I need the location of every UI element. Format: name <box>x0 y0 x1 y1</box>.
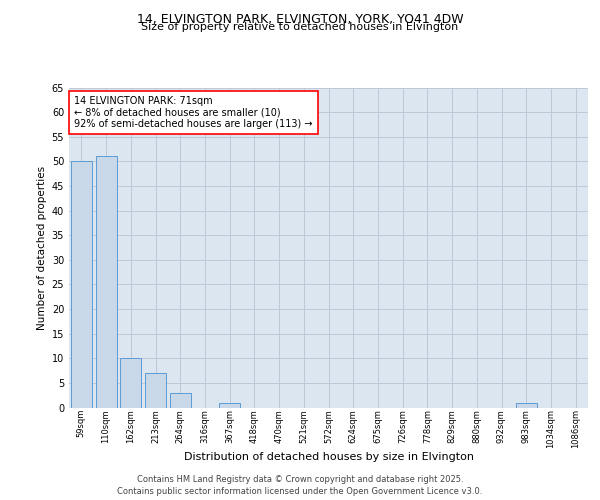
Bar <box>95 156 116 408</box>
Bar <box>120 358 141 408</box>
Text: Contains HM Land Registry data © Crown copyright and database right 2025.
Contai: Contains HM Land Registry data © Crown c… <box>118 475 482 496</box>
X-axis label: Distribution of detached houses by size in Elvington: Distribution of detached houses by size … <box>184 452 473 462</box>
Bar <box>219 402 240 407</box>
Text: 14 ELVINGTON PARK: 71sqm
← 8% of detached houses are smaller (10)
92% of semi-de: 14 ELVINGTON PARK: 71sqm ← 8% of detache… <box>74 96 313 128</box>
Bar <box>145 373 166 408</box>
Text: Size of property relative to detached houses in Elvington: Size of property relative to detached ho… <box>142 22 458 32</box>
Bar <box>516 402 537 407</box>
Bar <box>71 162 92 408</box>
Y-axis label: Number of detached properties: Number of detached properties <box>37 166 47 330</box>
Text: 14, ELVINGTON PARK, ELVINGTON, YORK, YO41 4DW: 14, ELVINGTON PARK, ELVINGTON, YORK, YO4… <box>137 12 463 26</box>
Bar <box>170 392 191 407</box>
